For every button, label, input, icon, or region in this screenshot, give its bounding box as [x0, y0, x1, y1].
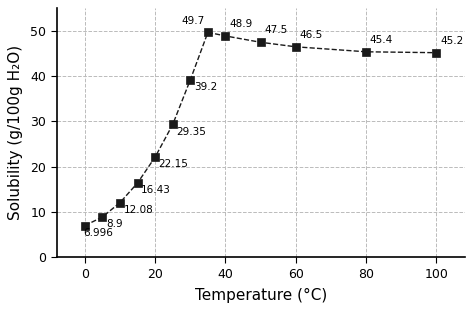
Text: 29.35: 29.35 — [176, 127, 206, 137]
Text: 49.7: 49.7 — [181, 16, 204, 26]
Text: 12.08: 12.08 — [124, 205, 153, 215]
Text: 6.996: 6.996 — [83, 228, 113, 238]
Text: 47.5: 47.5 — [264, 26, 287, 35]
Text: 46.5: 46.5 — [299, 30, 323, 40]
Text: 16.43: 16.43 — [141, 185, 171, 195]
Text: 8.9: 8.9 — [106, 219, 123, 229]
Text: 39.2: 39.2 — [194, 82, 217, 92]
Text: 22.15: 22.15 — [159, 159, 189, 169]
Text: 45.4: 45.4 — [370, 35, 393, 45]
X-axis label: Temperature (°C): Temperature (°C) — [194, 288, 327, 303]
Text: 45.2: 45.2 — [440, 36, 463, 46]
Text: 48.9: 48.9 — [229, 19, 252, 29]
Y-axis label: Solubility (g/100g H₂O): Solubility (g/100g H₂O) — [9, 45, 23, 220]
